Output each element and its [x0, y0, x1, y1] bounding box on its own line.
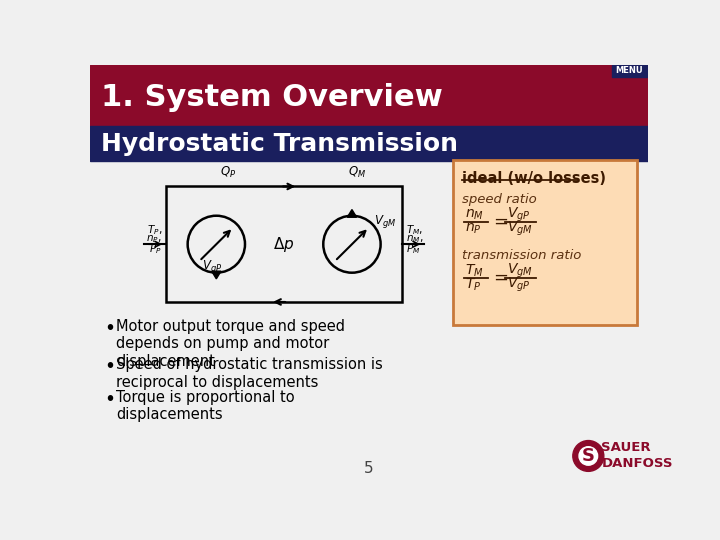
Polygon shape — [212, 271, 221, 279]
Text: $Q_P$: $Q_P$ — [220, 165, 236, 180]
Bar — [90, 65, 648, 126]
Text: $V_{gP}$: $V_{gP}$ — [507, 206, 531, 224]
Text: •: • — [104, 390, 115, 409]
Bar — [90, 126, 648, 161]
Text: $V_{gP}$: $V_{gP}$ — [507, 276, 531, 294]
Text: $Q_M$: $Q_M$ — [348, 165, 366, 180]
Circle shape — [579, 447, 598, 465]
Text: MENU: MENU — [616, 66, 643, 76]
Text: speed ratio: speed ratio — [462, 193, 536, 206]
Text: Hydrostatic Transmission: Hydrostatic Transmission — [101, 132, 458, 156]
Circle shape — [573, 441, 604, 471]
Text: 1. System Overview: 1. System Overview — [101, 83, 443, 112]
Text: $P_M$: $P_M$ — [406, 242, 420, 256]
Text: Torque is proportional to
displacements: Torque is proportional to displacements — [117, 390, 295, 422]
Text: $T_M,$: $T_M,$ — [406, 224, 423, 237]
FancyBboxPatch shape — [453, 159, 637, 325]
Text: Speed of hydrostatic transmission is
reciprocal to displacements: Speed of hydrostatic transmission is rec… — [117, 357, 383, 390]
Text: •: • — [104, 319, 115, 338]
Text: $n_M$: $n_M$ — [465, 208, 484, 222]
Text: $V_{gM}$: $V_{gM}$ — [374, 213, 396, 231]
Text: Motor output torque and speed
depends on pump and motor
displacement: Motor output torque and speed depends on… — [117, 319, 346, 369]
Text: $n_P,$: $n_P,$ — [146, 234, 162, 246]
Bar — [166, 186, 402, 302]
Text: $T_M$: $T_M$ — [465, 263, 484, 279]
Text: $P_P$: $P_P$ — [150, 242, 162, 256]
Text: =: = — [493, 213, 508, 231]
Text: $T_P,$: $T_P,$ — [147, 224, 162, 237]
Text: $n_P$: $n_P$ — [465, 221, 482, 236]
Text: $V_{gM}$: $V_{gM}$ — [507, 220, 533, 238]
Bar — [611, 65, 648, 77]
Text: =: = — [493, 269, 508, 287]
Text: transmission ratio: transmission ratio — [462, 249, 581, 262]
Text: $T_P$: $T_P$ — [465, 277, 482, 293]
Text: SAUER
DANFOSS: SAUER DANFOSS — [601, 442, 673, 470]
Polygon shape — [347, 210, 356, 217]
Text: $n_M,$: $n_M,$ — [406, 234, 423, 246]
Text: S: S — [582, 447, 595, 465]
Text: $\Delta p$: $\Delta p$ — [273, 235, 294, 254]
Text: ideal (w/o losses): ideal (w/o losses) — [462, 171, 606, 186]
Text: 5: 5 — [364, 461, 374, 476]
Text: $V_{gP}$: $V_{gP}$ — [202, 258, 222, 275]
Text: •: • — [104, 357, 115, 376]
Text: $V_{gM}$: $V_{gM}$ — [507, 262, 533, 280]
